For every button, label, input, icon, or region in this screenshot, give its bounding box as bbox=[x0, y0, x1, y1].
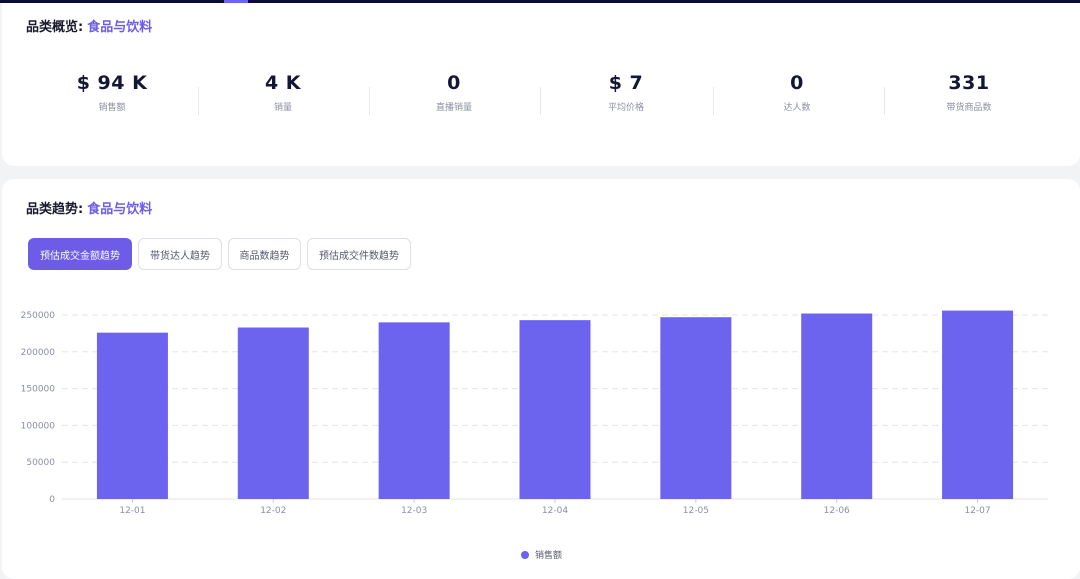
stat-label: 销售额 bbox=[98, 103, 126, 113]
x-tick-label: 12-06 bbox=[824, 506, 850, 516]
overview-category: 食品与饮料 bbox=[87, 20, 153, 35]
legend-swatch bbox=[521, 550, 529, 559]
x-tick-label: 12-02 bbox=[260, 506, 286, 516]
legend-label: 销售额 bbox=[535, 551, 563, 561]
x-tick-label: 12-03 bbox=[401, 506, 427, 516]
tab-estimated-sales-amount[interactable]: 预估成交金额趋势 bbox=[28, 238, 132, 270]
stat-sales-volume: 4 K 销量 bbox=[198, 72, 368, 113]
stat-divider bbox=[198, 87, 199, 115]
bar-12-06[interactable] bbox=[801, 313, 873, 499]
stat-value: 4 K bbox=[264, 72, 302, 94]
stat-label: 平均价格 bbox=[607, 103, 644, 113]
stat-value: 0 bbox=[447, 72, 461, 94]
stat-value: 331 bbox=[948, 72, 990, 94]
top-bar bbox=[0, 0, 1080, 3]
x-tick-label: 12-04 bbox=[542, 506, 568, 516]
stat-influencer-count: 0 达人数 bbox=[712, 72, 882, 113]
stat-product-count: 331 带货商品数 bbox=[884, 72, 1054, 113]
overview-card bbox=[2, 3, 1080, 166]
stat-label: 带货商品数 bbox=[946, 103, 992, 113]
stat-divider bbox=[369, 87, 370, 115]
bar-12-05[interactable] bbox=[660, 317, 732, 499]
stat-value: 0 bbox=[790, 72, 804, 94]
stat-live-volume: 0 直播销量 bbox=[369, 72, 539, 113]
bar-12-02[interactable] bbox=[237, 327, 309, 499]
y-tick-label: 50000 bbox=[26, 458, 55, 468]
stat-label: 直播销量 bbox=[435, 103, 472, 113]
bar-12-04[interactable] bbox=[519, 320, 591, 499]
trend-title: 品类趋势: 食品与饮料 bbox=[26, 198, 152, 217]
bar-12-01[interactable] bbox=[96, 332, 168, 499]
top-bar-active-indicator bbox=[224, 0, 248, 3]
x-tick-label: 12-07 bbox=[964, 506, 990, 516]
y-tick-label: 250000 bbox=[21, 311, 56, 321]
stat-label: 销量 bbox=[273, 103, 292, 113]
y-tick-label: 0 bbox=[49, 495, 55, 505]
sales-bar-chart: 0 50000 100000 150000 200000 250000 12-01 12-02… bbox=[21, 310, 1048, 516]
bar-12-03[interactable] bbox=[378, 322, 450, 499]
trend-title-label: 品类趋势: bbox=[26, 202, 84, 217]
stat-divider bbox=[713, 87, 714, 115]
tab-influencer-trend[interactable]: 带货达人趋势 bbox=[138, 238, 222, 270]
stat-divider bbox=[884, 87, 885, 115]
stat-divider bbox=[540, 87, 541, 115]
x-tick-label: 12-05 bbox=[683, 506, 709, 516]
stat-label: 达人数 bbox=[783, 103, 811, 113]
stat-sales-amount: $ 94 K 销售额 bbox=[27, 72, 197, 113]
stat-value: $ 94 K bbox=[76, 72, 148, 94]
stat-value: $ 7 bbox=[608, 72, 644, 94]
overview-title-label: 品类概览: bbox=[26, 20, 84, 35]
trend-category: 食品与饮料 bbox=[87, 202, 153, 217]
stat-average-price: $ 7 平均价格 bbox=[541, 72, 711, 113]
x-tick-label: 12-01 bbox=[119, 506, 145, 516]
bar-12-07[interactable] bbox=[942, 310, 1014, 499]
y-tick-label: 200000 bbox=[21, 348, 56, 358]
chart-legend[interactable]: 销售额 bbox=[521, 548, 562, 561]
overview-title: 品类概览: 食品与饮料 bbox=[26, 16, 152, 35]
y-tick-label: 150000 bbox=[21, 385, 56, 395]
tab-estimated-units-trend[interactable]: 预估成交件数趋势 bbox=[307, 238, 411, 270]
y-tick-label: 100000 bbox=[21, 421, 56, 431]
tab-product-count-trend[interactable]: 商品数趋势 bbox=[228, 238, 301, 270]
